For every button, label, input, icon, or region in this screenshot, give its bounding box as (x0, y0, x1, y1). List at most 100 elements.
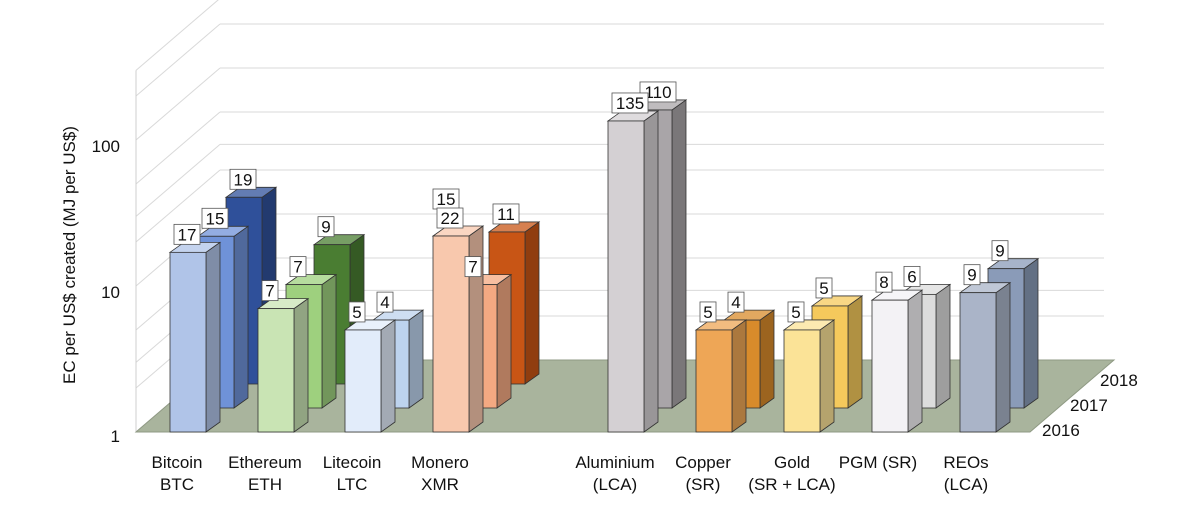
bar-side (1023, 257, 1039, 409)
value-label-text: 7 (265, 282, 274, 301)
category-code: (SR) (685, 475, 721, 494)
bar-aluminium-2016 (606, 110, 660, 433)
value-label-text: 135 (616, 94, 644, 113)
value-label-text: 5 (791, 303, 800, 322)
value-label: 11 (492, 203, 520, 225)
value-label-text: 7 (293, 258, 302, 277)
value-label: 5 (787, 301, 805, 323)
bar-front (432, 235, 470, 433)
value-label-text: 9 (321, 218, 330, 237)
bar-side (643, 110, 659, 433)
bar-front (783, 329, 821, 433)
value-label-text: 5 (819, 279, 828, 298)
value-label-text: 11 (497, 205, 515, 224)
bar-side (380, 319, 396, 433)
bar-side (907, 289, 923, 433)
category-label-gold: Gold (SR + LCA) (727, 452, 857, 496)
year-depth-labels: 2016 2017 2018 (1042, 371, 1138, 440)
bar-side (995, 281, 1011, 433)
value-label: 17 (173, 223, 201, 245)
category-name: Bitcoin (151, 453, 203, 472)
value-label-box (289, 256, 307, 278)
value-label: 7 (289, 256, 307, 278)
value-label-box (317, 216, 335, 238)
value-label-text: 7 (468, 258, 477, 277)
category-label-copper: Copper (SR) (638, 452, 768, 496)
bar-side (524, 221, 540, 385)
bar-ethereum-2016 (256, 297, 310, 433)
category-code: BTC (160, 475, 194, 494)
value-label-box (727, 291, 745, 313)
value-label-text: 5 (352, 303, 361, 322)
category-code: (LCA) (592, 475, 638, 494)
value-label-text: 6 (907, 267, 916, 286)
bar-side (408, 309, 424, 409)
category-name: Copper (675, 453, 731, 472)
bar-front (871, 299, 909, 433)
value-label-box (261, 280, 279, 302)
value-label-box (903, 265, 921, 287)
bar-gold-2016 (782, 319, 836, 433)
category-code: (LCA) (943, 475, 989, 494)
bar-front (344, 329, 382, 433)
y-tick-label-100: 100 (92, 137, 120, 156)
value-label-text: 9 (995, 242, 1004, 261)
bar-side (293, 297, 309, 433)
bar-side (935, 283, 951, 409)
value-label: 9 (317, 216, 335, 238)
bar-pgm-sr--2016 (870, 289, 924, 433)
value-label-text: 8 (879, 273, 888, 292)
value-label: 19 (229, 168, 257, 190)
value-label: 15 (201, 207, 229, 229)
bar-side (759, 309, 775, 409)
chart-bars (168, 99, 1040, 433)
depth-label-2016: 2016 (1042, 421, 1080, 440)
bar-side (233, 225, 249, 409)
value-label-text: 4 (380, 293, 389, 312)
category-label-pgm: PGM (SR) (813, 452, 943, 474)
value-label-box (787, 301, 805, 323)
value-label-text: 5 (703, 303, 712, 322)
value-label-box (639, 81, 677, 103)
value-label-box (815, 277, 833, 299)
value-label-text: 15 (437, 190, 456, 209)
value-label-box (611, 92, 649, 114)
category-name: REOs (943, 453, 989, 472)
bar-side (819, 319, 835, 433)
category-name: Litecoin (322, 453, 382, 472)
value-label: 9 (963, 264, 981, 286)
y-tick-label-1: 1 (111, 427, 120, 446)
y-axis-title: EC per US$ created (MJ per US$) (60, 126, 79, 384)
value-label-box (173, 223, 201, 245)
bar-front (257, 308, 295, 433)
value-label-text: 22 (441, 209, 460, 228)
value-label-box (436, 207, 464, 229)
category-code: XMR (421, 475, 459, 494)
value-label: 9 (991, 240, 1009, 262)
value-label-box (875, 271, 893, 293)
category-label-bitcoin: Bitcoin BTC (112, 452, 242, 496)
value-label-box (699, 301, 717, 323)
bar-litecoin-2016 (343, 319, 397, 433)
bar-monero-2016 (431, 225, 485, 433)
value-label-box (348, 301, 366, 323)
value-label: 6 (903, 265, 921, 287)
grid-line-side (135, 169, 221, 243)
value-label: 4 (376, 291, 394, 313)
value-label: 7 (261, 280, 279, 302)
bar-side (496, 273, 512, 409)
bar-front (695, 329, 733, 433)
bar-monero-2018 (487, 221, 541, 385)
value-label-text: 17 (178, 225, 197, 244)
category-name: Monero (411, 453, 469, 472)
category-name: Ethereum (228, 453, 302, 472)
category-code: ETH (248, 475, 282, 494)
value-label-box (376, 291, 394, 313)
value-label: 7 (464, 256, 482, 278)
value-label: 110 (639, 81, 677, 103)
bar-side (321, 273, 337, 409)
value-label-text: 19 (234, 170, 253, 189)
grid-line-side (135, 0, 219, 71)
category-label-litecoin: Litecoin LTC (287, 452, 417, 496)
